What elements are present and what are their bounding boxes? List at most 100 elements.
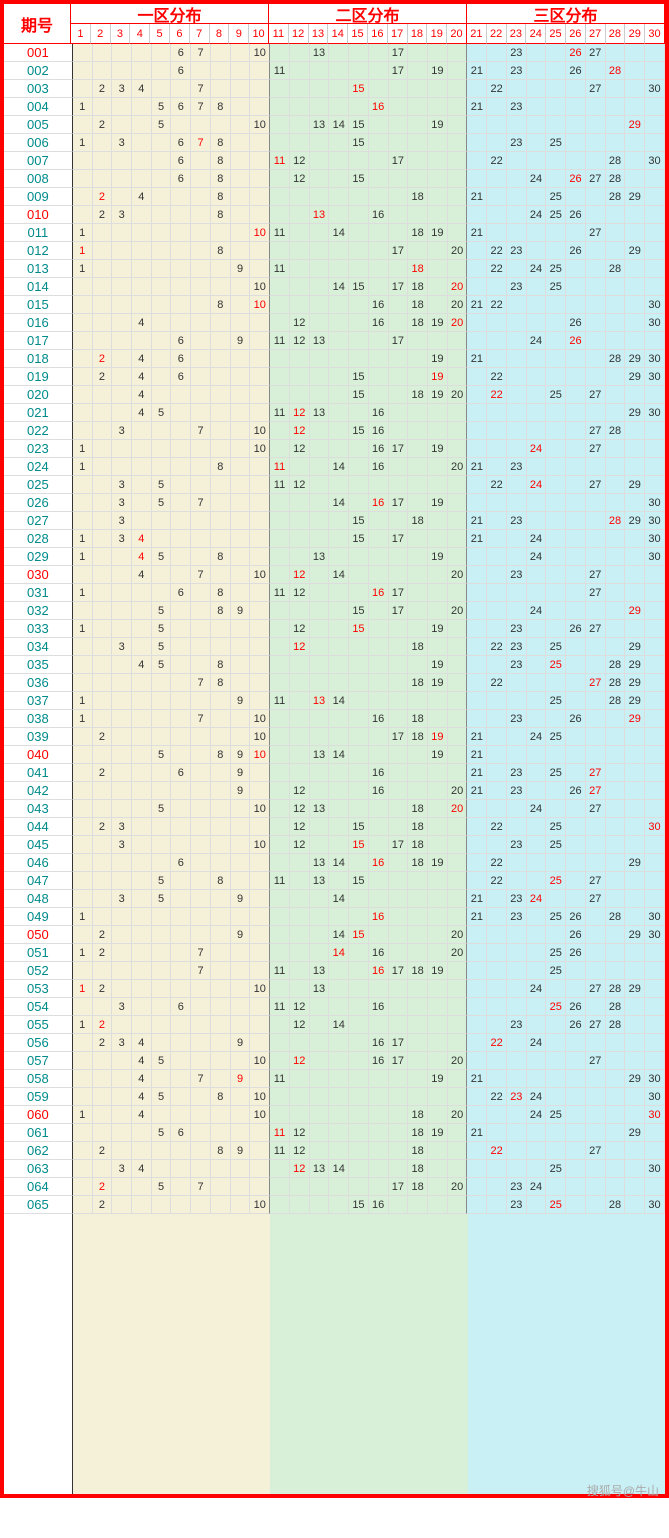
num-cell (586, 548, 606, 566)
num-cell (487, 998, 507, 1016)
num-cell (152, 368, 172, 386)
num-cell (211, 386, 231, 404)
num-cell: 23 (507, 890, 527, 908)
data-row: 065210151623252830 (4, 1196, 665, 1214)
num-cell (606, 116, 626, 134)
num-cell (566, 1034, 586, 1052)
num-cell: 1 (73, 224, 93, 242)
num-cell (191, 1106, 211, 1124)
num-cell (408, 890, 428, 908)
num-cell (389, 512, 409, 530)
num-cell (546, 566, 566, 584)
num-cell (231, 224, 251, 242)
num-cell: 15 (349, 368, 369, 386)
num-cell: 19 (428, 1070, 448, 1088)
num-cell (448, 530, 468, 548)
num-cell: 26 (566, 1016, 586, 1034)
num-cell (566, 764, 586, 782)
num-cell (112, 1016, 132, 1034)
num-cell: 24 (527, 260, 547, 278)
num-cell (112, 854, 132, 872)
num-cell: 3 (112, 1034, 132, 1052)
num-cell: 10 (250, 1196, 270, 1214)
num-cell (231, 368, 251, 386)
period-cell: 053 (4, 980, 73, 998)
num-cell (211, 926, 231, 944)
num-cell: 5 (152, 800, 172, 818)
num-cell (566, 476, 586, 494)
data-row: 045310121517182325 (4, 836, 665, 854)
num-cell (527, 1160, 547, 1178)
num-cell: 19 (428, 548, 448, 566)
num-cell (93, 476, 113, 494)
num-cell (546, 80, 566, 98)
period-cell: 065 (4, 1196, 73, 1214)
num-cell (369, 1106, 389, 1124)
num-cell (211, 944, 231, 962)
num-cell: 6 (171, 764, 191, 782)
num-cell (566, 1196, 586, 1214)
num-cell (349, 1160, 369, 1178)
num-cell (93, 836, 113, 854)
num-cell: 10 (250, 1106, 270, 1124)
num-cell (171, 530, 191, 548)
num-cell (448, 1088, 468, 1106)
num-cell (586, 998, 606, 1016)
num-cell (171, 386, 191, 404)
num-cell (507, 152, 527, 170)
num-cell (310, 890, 330, 908)
num-cell: 19 (428, 656, 448, 674)
num-cell (645, 584, 665, 602)
num-cell (625, 80, 645, 98)
num-cell (310, 368, 330, 386)
num-cell (93, 1070, 113, 1088)
num-cell (546, 296, 566, 314)
num-cell (211, 350, 231, 368)
num-cell (132, 836, 152, 854)
num-cell (428, 152, 448, 170)
num-cell (448, 116, 468, 134)
num-cell (625, 386, 645, 404)
num-cell (527, 368, 547, 386)
period-cell: 041 (4, 764, 73, 782)
num-cell (389, 350, 409, 368)
num-cell (152, 242, 172, 260)
num-cell (408, 422, 428, 440)
num-cell: 8 (211, 458, 231, 476)
num-cell (250, 242, 270, 260)
num-cell: 3 (112, 476, 132, 494)
num-cell (606, 332, 626, 350)
num-cell (586, 1106, 606, 1124)
num-cell (310, 476, 330, 494)
period-cell: 036 (4, 674, 73, 692)
num-cell (250, 548, 270, 566)
num-cell (250, 512, 270, 530)
num-cell (132, 998, 152, 1016)
num-cell (112, 332, 132, 350)
num-cell (448, 1016, 468, 1034)
num-cell: 18 (408, 674, 428, 692)
num-cell (546, 1052, 566, 1070)
col-hdr-25: 25 (546, 24, 566, 44)
num-cell (329, 530, 349, 548)
num-cell: 20 (448, 278, 468, 296)
num-cell: 30 (645, 818, 665, 836)
num-cell (645, 674, 665, 692)
num-cell: 23 (507, 62, 527, 80)
data-row: 06014101820242530 (4, 1106, 665, 1124)
num-cell (112, 116, 132, 134)
num-cell: 10 (250, 296, 270, 314)
num-cell (231, 1088, 251, 1106)
num-cell: 9 (231, 260, 251, 278)
num-cell (250, 386, 270, 404)
num-cell (231, 584, 251, 602)
num-cell (625, 890, 645, 908)
num-cell (527, 242, 547, 260)
num-cell: 10 (250, 1052, 270, 1070)
num-cell (408, 44, 428, 62)
num-cell (507, 332, 527, 350)
num-cell (428, 260, 448, 278)
num-cell (448, 98, 468, 116)
num-cell (191, 800, 211, 818)
data-row: 05512121423262728 (4, 1016, 665, 1034)
